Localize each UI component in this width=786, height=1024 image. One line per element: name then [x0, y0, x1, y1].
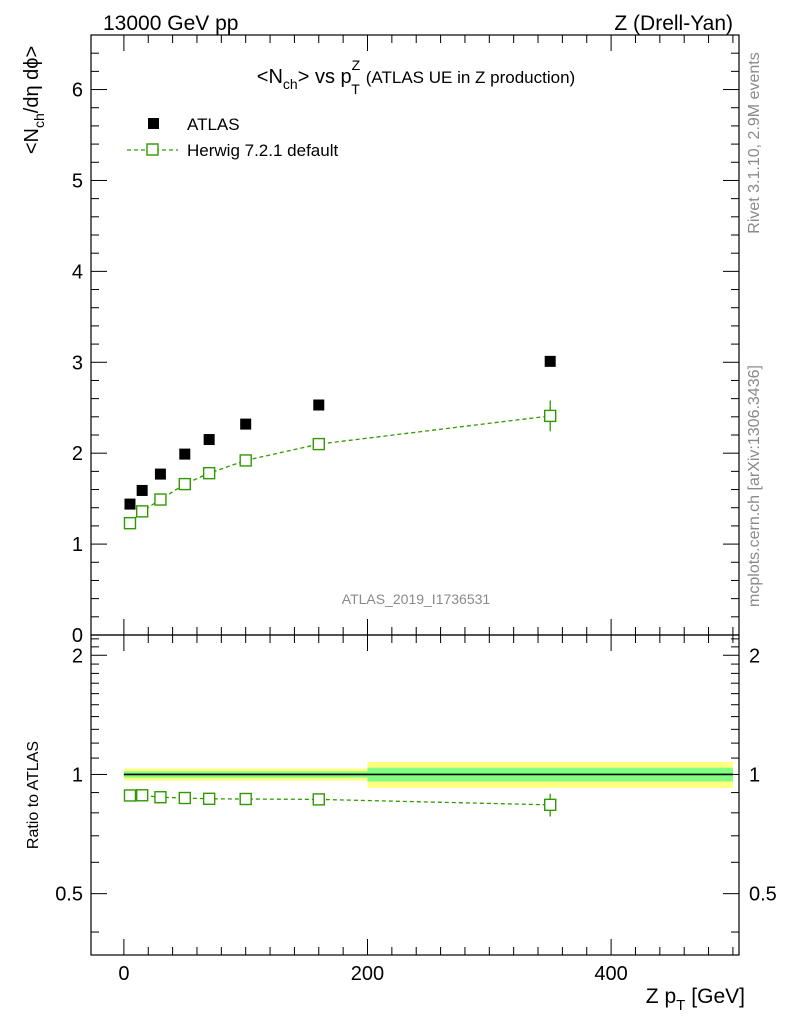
herwig-point	[123, 516, 137, 530]
main-ytick-label: 6	[72, 80, 83, 102]
ratio-ylabel: Ratio to ATLAS	[25, 741, 42, 849]
ratio-ytick-label-right: 1	[749, 764, 760, 786]
herwig-point	[178, 477, 191, 491]
legend-marker-atlas	[148, 118, 159, 129]
herwig-point	[239, 454, 252, 467]
ratio-ytick-label-right: 0.5	[749, 884, 777, 906]
ratio-herwig-point	[154, 791, 167, 804]
ratio-y-ticks: 0.5 0.5 1 1 2 2	[55, 638, 777, 933]
header-left-label: 13000 GeV pp	[103, 12, 238, 35]
mcplots-source-label: mcplots.cern.ch [arXiv:1306.3436]	[746, 365, 763, 607]
ylabel-part-a: <N	[21, 128, 43, 154]
herwig-point	[202, 466, 216, 480]
main-ylabel: <Nch/dη dϕ>	[21, 46, 47, 154]
ratio-herwig-point	[135, 789, 149, 802]
herwig-point	[544, 409, 557, 423]
main-ytick-label: 1	[72, 534, 83, 556]
atlas-point	[179, 448, 191, 460]
title-part-b-sup: Z	[352, 57, 361, 73]
ratio-herwig-point	[202, 792, 216, 806]
rivet-version-label: Rivet 3.1.10, 2.9M events	[746, 52, 763, 233]
ratio-herwig-point	[178, 791, 191, 805]
ratio-ytick-label-right: 2	[749, 645, 760, 667]
ratio-data-layer	[123, 789, 557, 817]
atlas-point	[136, 484, 148, 496]
main-ytick-label: 5	[72, 170, 83, 192]
atlas-point	[544, 355, 556, 367]
ratio-xtick-label: 400	[594, 963, 627, 985]
header-right-label: Z (Drell-Yan)	[614, 12, 733, 35]
atlas-point	[154, 468, 166, 480]
main-y-ticks: 0 1 2 3 4 5 6	[72, 34, 739, 647]
herwig-point	[154, 493, 167, 506]
legend-label-herwig: Herwig 7.2.1 default	[187, 141, 338, 160]
ratio-herwig-point	[544, 798, 557, 812]
atlas-point	[203, 434, 215, 446]
analysis-watermark: ATLAS_2019_I1736531	[342, 591, 491, 607]
ratio-reference-band	[123, 762, 733, 788]
atlas-point	[313, 399, 325, 411]
legend: ATLAS Herwig 7.2.1 default	[127, 115, 338, 160]
herwig-point	[312, 437, 325, 451]
title-part-c: (ATLAS UE in Z production)	[366, 68, 575, 87]
xlabel-part-a: Z p	[646, 985, 676, 1008]
title-part-a-sub: ch	[283, 76, 298, 92]
ylabel-part-a-sub: ch	[31, 113, 47, 128]
ratio-herwig-point	[123, 789, 137, 802]
main-title: <Nch> vs pZ T (ATLAS UE in Z production)	[257, 57, 575, 97]
herwig-point	[135, 505, 149, 518]
ylabel-part-b: /dη dϕ>	[21, 46, 43, 113]
ratio-xtick-label: 0	[118, 963, 129, 985]
main-x-ticks	[123, 35, 734, 635]
xlabel-part-a-sub: T	[676, 997, 685, 1014]
ratio-herwig-line	[129, 794, 551, 806]
ratio-herwig-point	[239, 792, 252, 806]
title-part-a: <N	[257, 66, 283, 88]
atlas-point	[124, 498, 136, 510]
legend-marker-herwig	[146, 143, 159, 156]
herwig-line	[129, 415, 551, 524]
title-part-b-sub: T	[351, 81, 360, 97]
ratio-ytick-label-left: 0.5	[55, 884, 83, 906]
main-ytick-label: 4	[72, 261, 83, 283]
ratio-panel-frame	[90, 634, 740, 956]
legend-label-atlas: ATLAS	[187, 115, 240, 134]
ratio-ytick-label-left: 2	[72, 645, 83, 667]
ratio-ytick-label-left: 1	[72, 764, 83, 786]
x-axis-label: Z pT [GeV]	[646, 985, 745, 1014]
main-ytick-label: 0	[72, 625, 83, 647]
main-data-layer	[123, 355, 557, 530]
ratio-herwig-point	[312, 793, 325, 806]
ratio-x-ticks: 0 200 400	[118, 635, 734, 985]
ratio-panel: 0.5 0.5 1 1 2 2 0 200 400 Ratio to ATLAS Z pT [G…	[25, 634, 777, 1014]
title-part-b: > vs p	[298, 66, 352, 88]
ratio-xtick-label: 200	[351, 963, 384, 985]
atlas-point	[240, 418, 252, 430]
xlabel-part-b: [GeV]	[691, 985, 745, 1008]
main-ytick-label: 2	[72, 443, 83, 465]
main-ytick-label: 3	[72, 352, 83, 374]
